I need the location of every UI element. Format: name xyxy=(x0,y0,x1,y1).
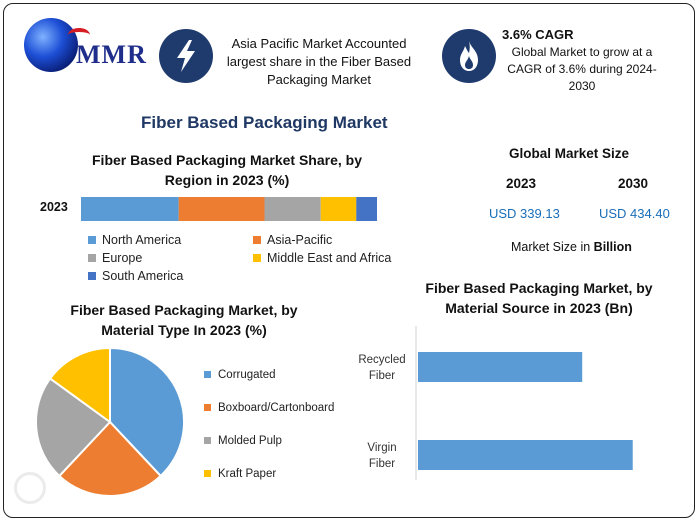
material-source-bar-chart: Recycled Fiber Virgin Fiber xyxy=(358,326,633,480)
cagr-title: 3.6% CAGR xyxy=(502,27,574,42)
region-legend: North America Asia-Pacific Europe Middle… xyxy=(88,231,408,285)
legend-label: Molded Pulp xyxy=(218,434,282,447)
globe-logo-icon xyxy=(24,18,78,72)
legend-label: Asia-Pacific xyxy=(267,233,333,247)
market-size-note-unit: Billion xyxy=(593,240,632,254)
region-bar-segment-middle-east-and-africa xyxy=(320,197,357,221)
source-bar-recycled-fiber xyxy=(418,352,583,382)
legend-molded-pulp: Molded Pulp xyxy=(204,424,334,457)
material-type-chart-title: Fiber Based Packaging Market, by Materia… xyxy=(70,302,298,338)
legend-label: North America xyxy=(102,233,182,247)
apac-share-text: Asia Pacific Market Accounted largest sh… xyxy=(226,36,412,87)
infographic-frame: MMR Asia Pacific Market Accounted larges… xyxy=(3,3,695,518)
market-size-value-2030: USD 434.40 xyxy=(599,206,670,221)
legend-swatch xyxy=(204,470,211,477)
legend-south-america: South America xyxy=(88,267,183,285)
market-size-title: Global Market Size xyxy=(509,146,630,161)
legend-boxboard: Boxboard/Cartonboard xyxy=(204,391,334,424)
legend-corrugated: Corrugated xyxy=(204,358,334,391)
legend-kraft-paper: Kraft Paper xyxy=(204,457,334,490)
region-stacked-bar xyxy=(81,197,377,221)
source-bar-virgin-fiber xyxy=(418,440,633,470)
source-category-label: Recycled Fiber xyxy=(358,354,405,382)
region-bar-segment-europe xyxy=(264,197,321,221)
region-chart-title: Fiber Based Packaging Market Share, by R… xyxy=(92,152,362,188)
legend-label: South America xyxy=(102,269,184,283)
lightning-bolt-icon xyxy=(159,29,213,83)
legend-label: Corrugated xyxy=(218,368,276,381)
market-size-note-prefix: Market Size in xyxy=(511,240,594,254)
pie-slice-molded-pulp xyxy=(35,377,112,478)
pie-slice-kraft-paper xyxy=(48,346,111,424)
legend-label: Europe xyxy=(102,251,143,265)
market-size-value-2023: USD 339.13 xyxy=(489,206,560,221)
material-type-legend: Corrugated Boxboard/Cartonboard Molded P… xyxy=(204,358,334,490)
region-bar-segment-south-america xyxy=(356,197,377,221)
legend-swatch xyxy=(253,236,261,244)
market-size-year-2023: 2023 xyxy=(506,176,537,191)
legend-asia-pacific: Asia-Pacific xyxy=(253,231,332,249)
market-size-note: Market Size in Billion xyxy=(511,240,632,254)
legend-swatch xyxy=(88,254,96,262)
page-title: Fiber Based Packaging Market xyxy=(141,113,388,132)
legend-swatch xyxy=(88,272,96,280)
flame-icon xyxy=(442,29,496,83)
legend-swatch xyxy=(88,236,96,244)
source-category-label: Virgin Fiber xyxy=(367,442,396,470)
market-size-year-2030: 2030 xyxy=(618,176,649,191)
legend-mea: Middle East and Africa xyxy=(253,249,391,267)
legend-label: Kraft Paper xyxy=(218,467,277,480)
legend-swatch xyxy=(204,371,211,378)
pie-slice-corrugated xyxy=(109,346,185,478)
legend-label: Middle East and Africa xyxy=(267,251,392,265)
logo-swoosh-icon xyxy=(68,28,90,42)
material-source-chart-title: Fiber Based Packaging Market, by Materia… xyxy=(425,280,653,316)
material-type-pie xyxy=(35,346,185,497)
legend-swatch xyxy=(204,404,211,411)
brand-logo-text: MMR xyxy=(76,40,147,69)
legend-swatch xyxy=(204,437,211,444)
pie-slice-boxboard-cartonboard xyxy=(57,420,163,497)
region-chart-year-label: 2023 xyxy=(40,200,68,214)
region-bar-segment-north-america xyxy=(81,197,179,221)
cagr-text: Global Market to grow at a CAGR of 3.6% … xyxy=(507,45,657,93)
legend-swatch xyxy=(253,254,261,262)
watermark-logo-icon xyxy=(14,472,46,504)
legend-label: Boxboard/Cartonboard xyxy=(218,401,335,414)
region-bar-segment-asia-pacific xyxy=(178,197,265,221)
legend-north-america: North America xyxy=(88,231,253,249)
legend-europe: Europe xyxy=(88,249,253,267)
